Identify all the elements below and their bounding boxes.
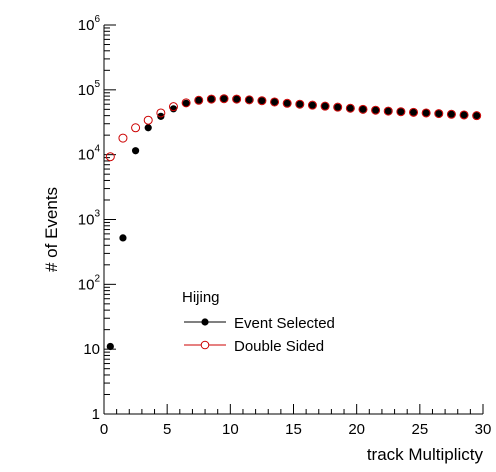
series-layer <box>105 94 482 351</box>
y-axis-title: # of Events <box>42 187 61 272</box>
data-point <box>307 100 317 110</box>
data-point <box>345 103 355 113</box>
data-point <box>181 98 191 108</box>
data-point <box>409 108 418 116</box>
legend-label-double-sided: Double Sided <box>234 338 324 355</box>
data-point <box>295 99 305 109</box>
data-point <box>473 112 481 120</box>
data-point <box>372 106 380 114</box>
data-point <box>118 133 128 143</box>
data-point <box>131 123 141 133</box>
legend: Hijing Event Selected Double Sided <box>182 289 335 355</box>
data-point <box>460 111 468 119</box>
series-event-selected <box>106 95 481 351</box>
y-ticks: 1 10 102 103 104 105 106 <box>78 14 116 423</box>
legend-title: Hijing <box>182 289 220 306</box>
data-point <box>156 108 166 118</box>
data-point <box>219 94 229 104</box>
data-point <box>144 124 152 132</box>
data-point <box>233 95 241 103</box>
x-axis-title: track Multiplicty <box>367 445 484 464</box>
legend-entry-event-selected: Event Selected <box>184 315 335 332</box>
data-point <box>409 107 419 117</box>
data-point <box>106 342 114 351</box>
data-point <box>333 102 343 112</box>
data-point <box>119 234 127 242</box>
data-point <box>220 95 228 103</box>
data-point <box>168 102 178 112</box>
data-point <box>383 106 393 116</box>
x-tick-label: 15 <box>285 421 302 438</box>
legend-marker-double-sided <box>200 340 210 350</box>
data-point <box>321 102 329 110</box>
y-tick-label: 102 <box>78 273 101 293</box>
x-tick-label: 20 <box>348 421 365 438</box>
data-point <box>195 96 203 104</box>
y-tick-label: 103 <box>78 209 101 229</box>
data-point <box>435 109 443 118</box>
data-point <box>105 152 115 162</box>
data-point <box>397 108 405 116</box>
data-point <box>358 104 368 114</box>
x-ticks: 0 5 10 15 20 25 30 <box>100 404 492 438</box>
y-tick-label: 104 <box>78 144 101 164</box>
legend-marker-event-selected <box>201 318 209 326</box>
data-point <box>359 105 367 113</box>
y-tick-label: 106 <box>78 14 101 34</box>
data-point <box>282 98 292 108</box>
data-point <box>131 147 140 155</box>
data-point <box>320 101 330 111</box>
data-point <box>270 97 280 107</box>
data-point <box>308 101 317 109</box>
data-point <box>182 99 190 107</box>
data-point <box>346 104 354 112</box>
data-point <box>447 110 456 118</box>
data-point <box>257 96 267 106</box>
y-tick-label: 105 <box>78 79 101 99</box>
data-point <box>194 95 204 105</box>
y-tick-label: 10 <box>83 341 100 358</box>
data-point <box>384 107 392 115</box>
x-tick-label: 30 <box>475 421 492 438</box>
data-point <box>157 112 165 120</box>
data-point <box>169 105 178 113</box>
data-point <box>472 111 482 121</box>
legend-label-event-selected: Event Selected <box>234 315 335 332</box>
data-point <box>421 108 431 118</box>
data-point <box>422 109 430 117</box>
series-double-sided <box>105 94 482 162</box>
data-point <box>270 98 279 106</box>
data-point <box>244 95 254 105</box>
data-point <box>206 94 216 104</box>
y-tick-label: 1 <box>92 406 100 423</box>
data-point <box>207 95 215 103</box>
data-point <box>434 109 444 119</box>
data-point <box>232 94 242 104</box>
data-point <box>283 99 291 107</box>
data-point <box>245 96 253 104</box>
data-point <box>459 110 469 120</box>
data-point <box>258 97 266 105</box>
data-point <box>371 105 381 115</box>
data-point <box>296 100 304 108</box>
x-tick-label: 0 <box>100 421 108 438</box>
x-tick-label: 5 <box>163 421 171 438</box>
data-point <box>143 115 153 125</box>
x-tick-label: 25 <box>411 421 428 438</box>
data-point <box>396 107 406 117</box>
legend-entry-double-sided: Double Sided <box>184 338 324 355</box>
x-tick-label: 10 <box>222 421 239 438</box>
data-point <box>446 109 456 119</box>
data-point <box>334 103 342 111</box>
